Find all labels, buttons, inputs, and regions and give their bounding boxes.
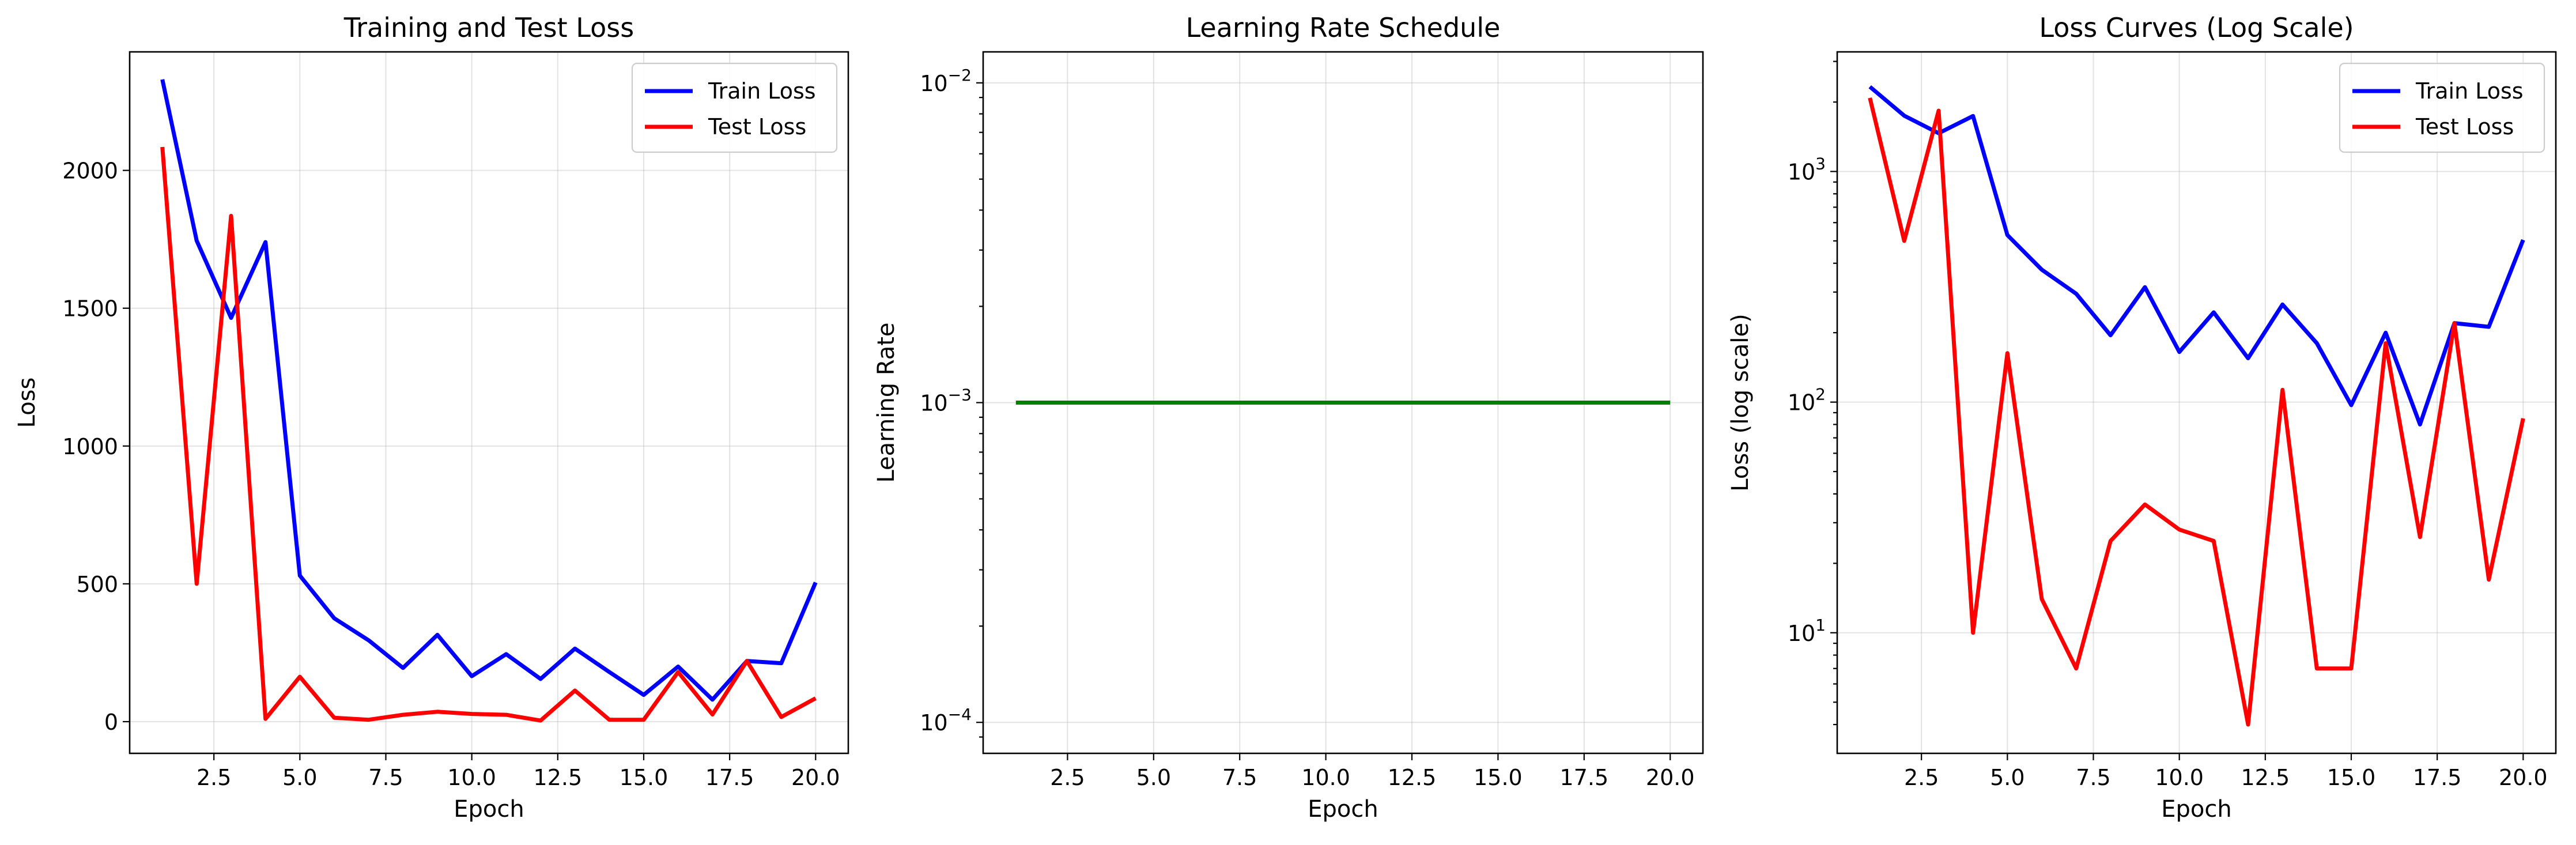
x-tick-label: 12.5: [2241, 765, 2290, 790]
y-tick-label: 103: [1788, 154, 1826, 184]
x-tick-label: 2.5: [1904, 765, 1939, 790]
x-tick-label: 20.0: [791, 765, 840, 790]
y-axis-label: Loss (log scale): [1727, 314, 1754, 491]
test-loss-line: [160, 146, 817, 723]
y-tick-label: 10−2: [920, 66, 972, 96]
x-tick-label: 17.5: [2413, 765, 2462, 790]
x-tick-label: 17.5: [705, 765, 754, 790]
x-tick-label: 20.0: [2499, 765, 2548, 790]
y-tick-label: 1500: [62, 296, 118, 322]
legend-frame: [2339, 62, 2545, 153]
x-tick-label: 5.0: [1990, 765, 2024, 790]
y-tick-label: 10−3: [920, 386, 972, 416]
test-loss-line: [1868, 97, 2525, 727]
y-axis-label: Loss: [14, 378, 40, 428]
x-tick-label: 2.5: [197, 765, 231, 790]
x-tick-label: 12.5: [534, 765, 583, 790]
y-tick-label: 0: [104, 710, 118, 735]
chart-title: Loss Curves (Log Scale): [2039, 12, 2354, 43]
plot-frame: [129, 51, 849, 755]
x-tick-label: 7.5: [2076, 765, 2110, 790]
x-tick-label: 20.0: [1646, 765, 1695, 790]
chart-title: Training and Test Loss: [343, 12, 634, 43]
legend-label-test-loss: Test Loss: [708, 114, 806, 139]
legend-label-train-loss: Train Loss: [708, 78, 816, 104]
x-tick-label: 15.0: [2327, 765, 2376, 790]
x-tick-label: 17.5: [1560, 765, 1609, 790]
y-tick-label: 10−4: [920, 705, 972, 735]
train-loss-line: [1868, 85, 2525, 427]
y-tick-label: 2000: [62, 159, 118, 184]
legend: Train Loss Test Loss: [631, 62, 838, 153]
x-tick-label: 12.5: [1388, 765, 1437, 790]
legend: Train Loss Test Loss: [2339, 62, 2545, 153]
x-tick-label: 15.0: [1474, 765, 1523, 790]
y-axis-label: Learning Rate: [873, 322, 900, 482]
chart-panel-3: 2.5 5.0 7.5 10.0 12.5 15.0 17.5 20.0 101 102 103 Lo…: [1727, 12, 2557, 823]
x-axis-label: Epoch: [2161, 796, 2231, 823]
y-tick-label: 101: [1788, 616, 1826, 646]
gridlines: [130, 52, 848, 753]
x-tick-label: 7.5: [368, 765, 403, 790]
x-tick-label: 7.5: [1222, 765, 1257, 790]
x-tick-label: 15.0: [620, 765, 668, 790]
legend-label-train-loss: Train Loss: [2415, 78, 2524, 104]
x-axis-label: Epoch: [1308, 796, 1378, 823]
x-tick-label: 10.0: [1301, 765, 1350, 790]
chart-title: Learning Rate Schedule: [1186, 12, 1501, 43]
x-tick-label: 10.0: [2155, 765, 2204, 790]
y-tick-label: 500: [76, 572, 118, 597]
train-loss-line: [160, 79, 818, 702]
x-tick-label: 5.0: [1136, 765, 1171, 790]
x-axis-label: Epoch: [454, 796, 524, 823]
y-tick-label: 102: [1788, 385, 1826, 416]
y-tick-label: 1000: [62, 434, 118, 459]
legend-label-test-loss: Test Loss: [2415, 114, 2514, 139]
x-tick-label: 5.0: [282, 765, 317, 790]
gridlines: [1837, 52, 2556, 753]
x-tick-label: 10.0: [447, 765, 496, 790]
chart-panel-1: 2.5 5.0 7.5 10.0 12.5 15.0 17.5 20.0 0 500 1000 150…: [14, 12, 849, 823]
legend-frame: [631, 62, 838, 153]
chart-panel-2: 2.5 5.0 7.5 10.0 12.5 15.0 17.5 20.0 10−4 10−3 10−…: [873, 12, 1704, 823]
x-tick-label: 2.5: [1050, 765, 1085, 790]
